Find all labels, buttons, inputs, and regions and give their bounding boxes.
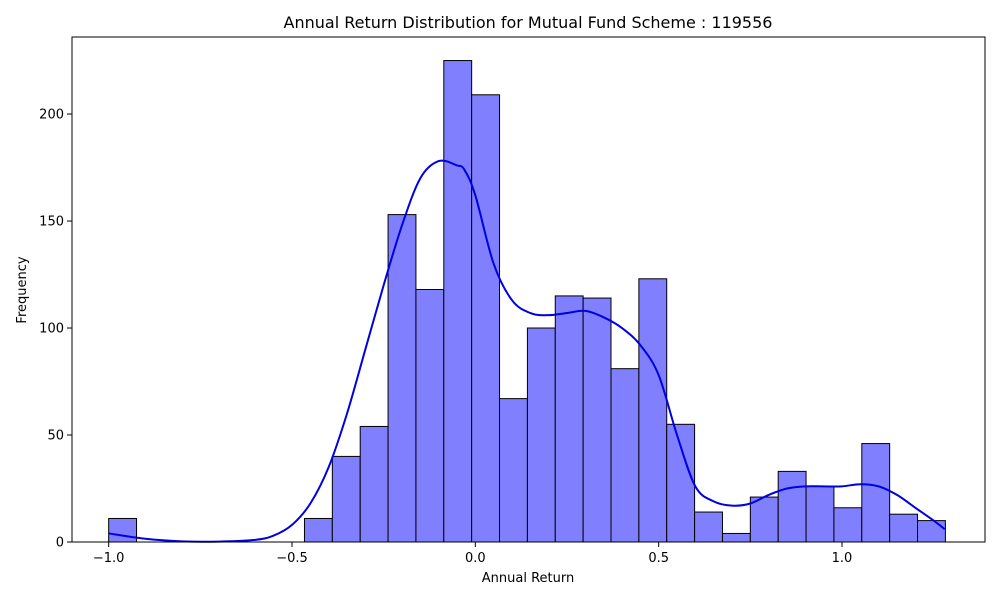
histogram-bar [917, 520, 946, 543]
kde-group [108, 159, 946, 543]
histogram-bar [499, 398, 528, 543]
histogram-bar [582, 297, 612, 543]
histogram-bar [777, 470, 807, 543]
histogram-bar [415, 289, 445, 543]
y-tick-label: 200 [39, 108, 64, 123]
x-tick-label: −0.5 [276, 551, 308, 566]
histogram-bar [638, 278, 668, 543]
histogram-bar [387, 214, 417, 543]
bars-group [108, 60, 946, 543]
histogram-bar [554, 295, 584, 543]
x-tick-label: 1.0 [832, 551, 853, 566]
histogram-bar [861, 443, 891, 543]
y-axis-ticks: 0 50 100 150 200 [39, 108, 72, 551]
histogram-bar [359, 425, 389, 543]
histogram-bar [694, 511, 723, 543]
histogram-bar [805, 485, 835, 543]
histogram-bar [108, 517, 138, 543]
x-tick-label: 0.0 [465, 551, 486, 566]
histogram-bar [666, 423, 696, 543]
y-tick-label: 0 [56, 536, 64, 551]
histogram-bar [833, 507, 863, 543]
histogram-bar [749, 496, 779, 543]
histogram-bar [443, 60, 473, 543]
x-axis-label: Annual Return [482, 571, 574, 586]
y-axis-label: Frequency [15, 256, 30, 323]
chart-title: Annual Return Distribution for Mutual Fu… [284, 13, 773, 32]
x-tick-label: −1.0 [93, 551, 125, 566]
histogram-bar [526, 327, 556, 543]
kde-line [108, 159, 946, 543]
y-tick-label: 100 [39, 322, 64, 337]
x-tick-label: 0.5 [648, 551, 669, 566]
plot-frame [71, 36, 986, 543]
histogram-bar [610, 368, 640, 543]
y-tick-label: 50 [47, 429, 64, 444]
histogram-bar [721, 532, 751, 543]
histogram-bar [331, 455, 361, 543]
histogram-bar [471, 94, 501, 543]
histogram-bar [303, 517, 333, 543]
y-tick-label: 150 [39, 215, 64, 230]
x-axis-ticks: −1.0 −0.5 0.0 0.5 1.0 [93, 542, 852, 566]
histogram-bar [889, 513, 919, 543]
